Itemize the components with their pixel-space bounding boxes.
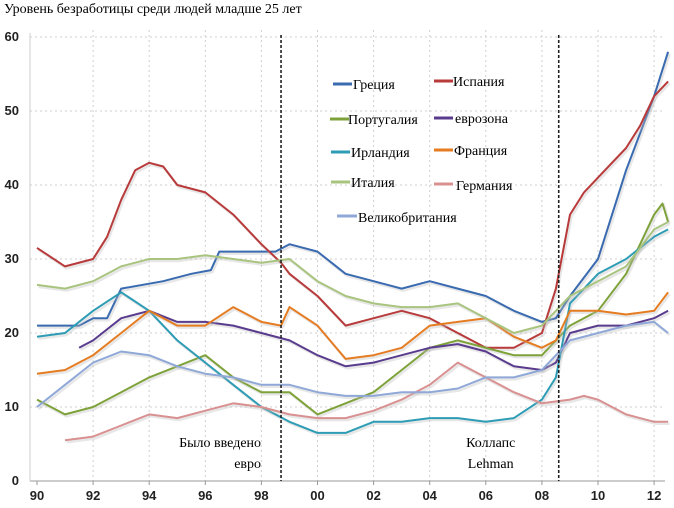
legend-label: еврозона (455, 112, 509, 127)
legend-item-spain: Испания (434, 75, 505, 90)
legend-label: Португалия (348, 113, 418, 128)
x-tick-label: 08 (535, 488, 549, 503)
y-tick-label: 20 (5, 325, 19, 340)
x-tick-label: 04 (422, 488, 437, 503)
legend: Греция Испания Португалия еврозона Ирлан… (330, 75, 513, 226)
x-tick-label: 12 (647, 488, 661, 503)
x-tick-label: 90 (30, 488, 44, 503)
series-shadow (37, 82, 671, 352)
series-line-1 (36, 80, 669, 349)
series-shadow (66, 363, 670, 444)
series-shadow (37, 202, 671, 418)
event-markers: Было введено евро Коллапс Lehman (179, 35, 560, 481)
annotation-line1: Коллапс (466, 436, 515, 451)
x-tick-label: 00 (310, 488, 324, 503)
y-tick-label: 40 (5, 177, 19, 192)
y-tick-label: 30 (5, 251, 19, 266)
legend-label: Ирландия (351, 146, 410, 161)
x-tick-label: 02 (366, 488, 380, 503)
legend-item-portugal: Португалия (330, 113, 418, 128)
legend-label: Великобритания (358, 211, 457, 226)
series-line-8 (36, 320, 669, 408)
y-tick-label: 60 (5, 29, 19, 44)
grid (30, 30, 665, 481)
series-shadow (37, 322, 671, 410)
annotation-line2: Lehman (468, 457, 514, 472)
series-shadow (38, 293, 671, 377)
legend-label: Франция (454, 144, 508, 159)
annotation-line2: евро (234, 457, 261, 472)
y-tick-label: 50 (5, 103, 19, 118)
x-tick-label: 98 (254, 488, 268, 503)
series-line-7 (64, 361, 669, 442)
x-tick-label: 92 (86, 488, 100, 503)
legend-label: Италия (351, 176, 395, 191)
x-tick-label: 96 (198, 488, 212, 503)
legend-label: Германия (456, 179, 513, 194)
chart-title: Уровень безработицы среди людей младше 2… (4, 2, 302, 17)
x-tick-label: 10 (591, 488, 605, 503)
series-shadow (80, 311, 671, 374)
legend-item-italy: Италия (331, 176, 395, 191)
series-line-2 (36, 202, 670, 416)
legend-item-uk: Великобритания (337, 211, 457, 226)
legend-item-france: Франция (434, 144, 508, 159)
series-line-3 (78, 309, 669, 371)
series-lines (36, 51, 671, 444)
legend-item-germany: Германия (434, 179, 513, 194)
y-tick-label: 10 (5, 399, 19, 414)
series-line-6 (36, 221, 669, 334)
legend-item-eurozone: еврозона (434, 112, 509, 127)
x-tick-label: 94 (142, 488, 157, 503)
legend-label: Испания (453, 75, 505, 90)
series-line-5 (36, 291, 669, 375)
legend-item-greece: Греция (333, 78, 395, 93)
legend-item-ireland: Ирландия (331, 146, 410, 161)
series-shadow (38, 222, 671, 337)
axes: 0 10 20 30 40 50 60 90 92 94 96 98 00 02 04 06 08 10 12 (5, 29, 665, 503)
x-tick-label: 06 (479, 488, 493, 503)
series-shadow (38, 53, 671, 329)
y-tick-label: 0 (12, 473, 19, 488)
legend-label: Греция (353, 78, 395, 93)
series-line-0 (37, 51, 670, 327)
annotation-line1: Было введено (179, 436, 261, 451)
